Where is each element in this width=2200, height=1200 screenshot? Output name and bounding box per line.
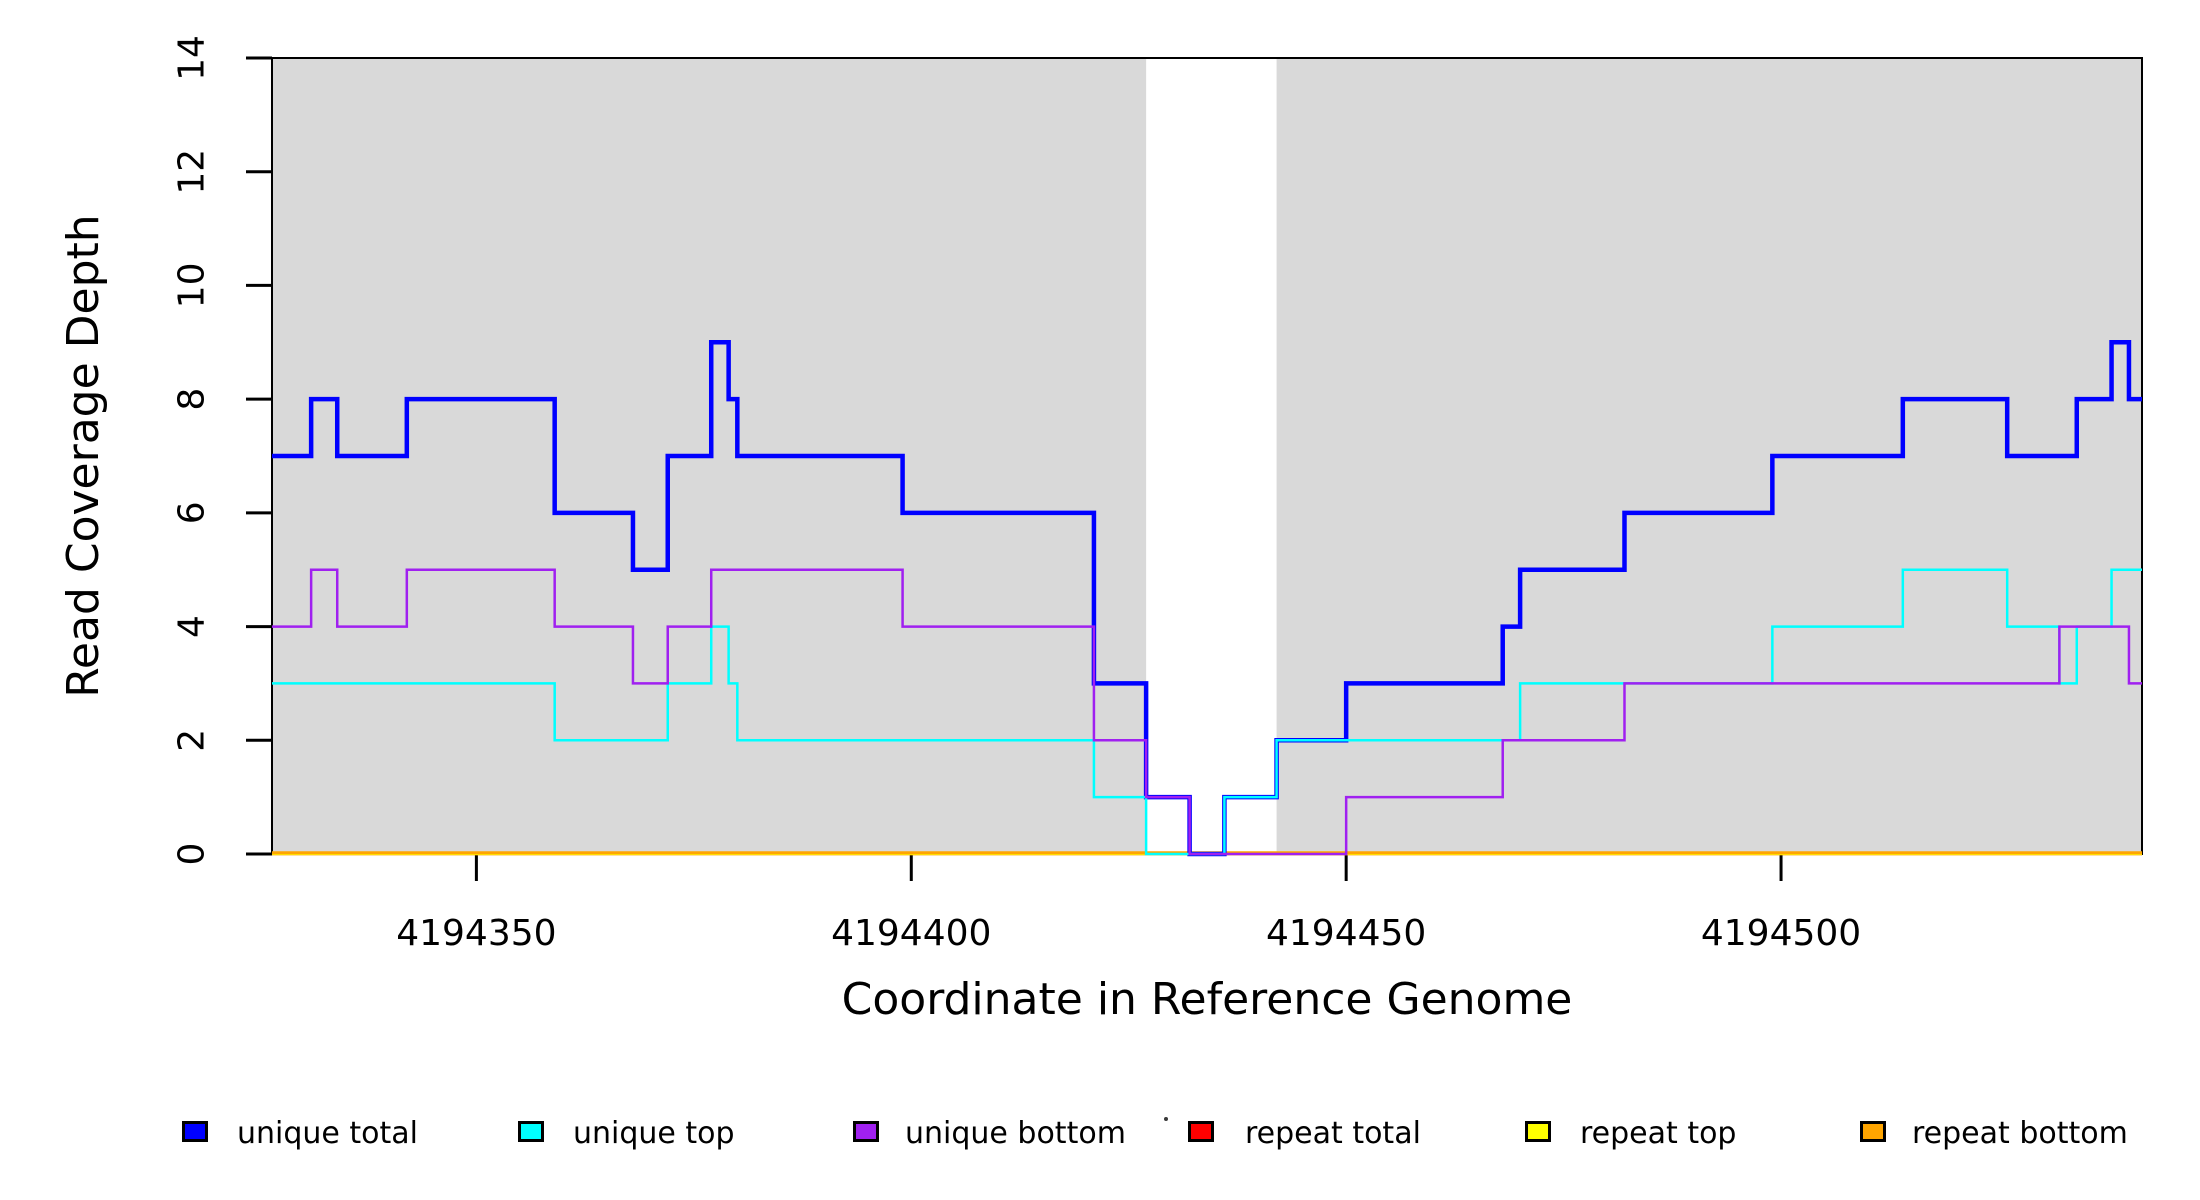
y-axis-tick-label: 14 <box>172 35 213 81</box>
legend-label-repeat-bottom: repeat bottom <box>1912 1116 2128 1151</box>
y-axis-title: Read Coverage Depth <box>58 214 109 698</box>
legend-swatch-unique-total <box>182 1121 208 1142</box>
legend-swatch-unique-bottom <box>853 1121 879 1142</box>
x-axis-tick-label: 4194350 <box>396 913 556 954</box>
x-axis-tick-label: 4194400 <box>831 913 991 954</box>
legend-swatch-repeat-total <box>1188 1121 1214 1142</box>
y-axis-tick-label: 8 <box>172 388 213 411</box>
y-axis-tick-label: 2 <box>172 729 213 752</box>
x-axis-tick-label: 4194450 <box>1266 913 1426 954</box>
legend-swatch-unique-top <box>518 1121 544 1142</box>
legend-label-unique-top: unique top <box>573 1116 735 1151</box>
y-axis-tick-label: 4 <box>172 615 213 638</box>
legend-label-repeat-top: repeat top <box>1580 1116 1737 1151</box>
legend-label-unique-bottom: unique bottom <box>905 1116 1126 1151</box>
y-axis-tick-label: 0 <box>172 843 213 866</box>
x-axis-title: Coordinate in Reference Genome <box>841 974 1573 1025</box>
legend-label-repeat-total: repeat total <box>1245 1116 1421 1151</box>
y-axis-tick-label: 6 <box>172 501 213 524</box>
stray-mark-dot <box>1164 1117 1168 1121</box>
y-axis-tick-label: 10 <box>172 263 213 309</box>
legend-swatch-repeat-top <box>1525 1121 1551 1142</box>
legend-swatch-repeat-bottom <box>1860 1121 1886 1142</box>
legend-label-unique-total: unique total <box>237 1116 419 1151</box>
y-axis-tick-label: 12 <box>172 149 213 195</box>
series-unique-bottom <box>272 568 2142 856</box>
shaded-region-2 <box>1276 58 2142 854</box>
x-axis-tick-label: 4194500 <box>1701 913 1861 954</box>
